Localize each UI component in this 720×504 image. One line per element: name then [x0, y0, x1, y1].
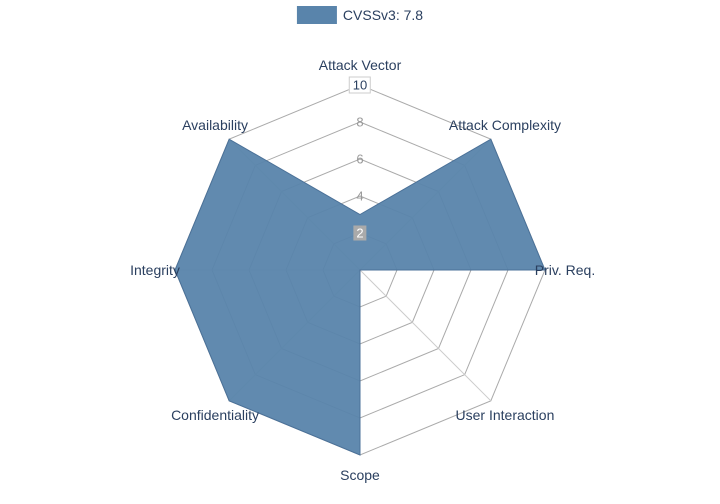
data-polygon	[175, 139, 545, 455]
radar-chart	[0, 0, 720, 504]
